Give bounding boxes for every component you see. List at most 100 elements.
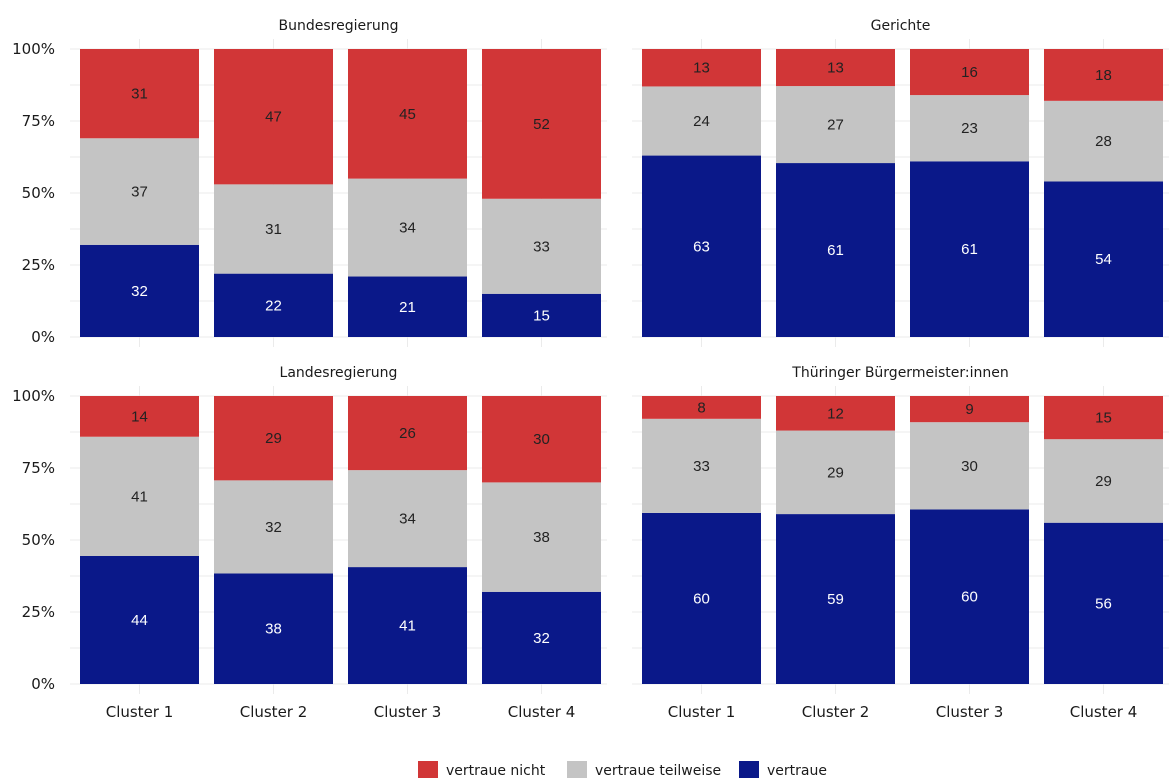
bar-bundesregierung-cluster-2-vertraue-nicht [214,49,333,185]
data-label-vertraue-nicht: 45 [399,106,416,123]
data-label-vertraue: 41 [399,618,416,635]
y-tick-label: 100% [12,387,55,405]
x-tick-label: Cluster 2 [240,703,308,721]
bar-landesregierung-cluster-3-vertraue [348,567,467,684]
facet-title: Landesregierung [280,365,398,381]
data-label-vertraue-nicht: 31 [131,86,148,103]
y-tick-label: 25% [22,256,55,274]
legend-label-vertraue-teilweise: vertraue teilweise [595,763,721,778]
bar-landesregierung-cluster-1-vertraue-nicht [80,396,199,437]
bar-thuringer-burgermeister-innen-cluster-3-vertraue-nicht [910,396,1029,423]
bar-gerichte-cluster-3-vertraue-teilweise [910,95,1029,162]
data-label-vertraue-teilweise: 29 [827,464,844,481]
facet-thuringer-burgermeister-innen: Thüringer Bürgermeister:innen 60 33 8 Cluste… [632,365,1169,721]
data-label-vertraue: 15 [533,307,550,324]
facet-bundesregierung: Bundesregierung 0% 25% 50% 75% 100% 32 37 31 22 31… [12,18,607,347]
bar-gerichte-cluster-2-vertraue-nicht [776,49,895,87]
bar-landesregierung-cluster-2-vertraue-nicht [214,396,333,481]
x-tick-label: Cluster 1 [106,703,174,721]
data-label-vertraue-teilweise: 24 [693,113,710,130]
bar-landesregierung-cluster-3-vertraue-nicht [348,396,467,471]
y-tick-label: 0% [31,328,55,346]
data-label-vertraue: 32 [533,630,550,647]
data-label-vertraue-nicht: 9 [965,401,973,418]
data-label-vertraue: 61 [961,241,978,258]
bar-gerichte-cluster-2-vertraue-teilweise [776,86,895,164]
data-label-vertraue-nicht: 13 [693,60,710,77]
legend-swatch-vertraue [739,761,759,778]
bar-gerichte-cluster-4-vertraue-teilweise [1044,100,1163,182]
data-label-vertraue: 63 [693,238,710,255]
bar-bundesregierung-cluster-2-vertraue-teilweise [214,184,333,274]
data-label-vertraue: 60 [693,590,710,607]
bar-bundesregierung-cluster-4-vertraue-teilweise [482,198,601,294]
data-label-vertraue-nicht: 14 [131,408,148,425]
data-label-vertraue-nicht: 13 [827,60,844,77]
bar-gerichte-cluster-4-vertraue [1044,181,1163,337]
data-label-vertraue-nicht: 52 [533,116,550,133]
bar-gerichte-cluster-1-vertraue [642,155,761,337]
bar-bundesregierung-cluster-1-vertraue [80,244,199,337]
data-label-vertraue-teilweise: 23 [961,120,978,137]
data-label-vertraue: 22 [265,297,282,314]
data-label-vertraue-teilweise: 29 [1095,473,1112,490]
bar-landesregierung-cluster-1-vertraue [80,556,199,684]
data-label-vertraue-nicht: 15 [1095,410,1112,427]
data-label-vertraue: 21 [399,299,416,316]
facet-title: Thüringer Bürgermeister:innen [791,365,1008,381]
bar-bundesregierung-cluster-1-vertraue-nicht [80,49,199,139]
facet-landesregierung: Landesregierung 0% 25% 50% 75% 100% 44 41 14 Clus… [12,365,607,721]
x-tick-label: Cluster 2 [802,703,870,721]
bar-thuringer-burgermeister-innen-cluster-1-vertraue-nicht [642,396,761,419]
bar-bundesregierung-cluster-3-vertraue-nicht [348,49,467,179]
data-label-vertraue-teilweise: 32 [265,519,282,536]
x-tick-label: Cluster 4 [1070,703,1138,721]
data-label-vertraue-nicht: 18 [1095,67,1112,84]
bar-landesregierung-cluster-2-vertraue-teilweise [214,480,333,574]
x-tick-label: Cluster 3 [374,703,442,721]
data-label-vertraue-teilweise: 34 [399,220,416,237]
y-tick-label: 50% [22,531,55,549]
bar-gerichte-cluster-3-vertraue [910,161,1029,337]
bar-landesregierung-cluster-1-vertraue-teilweise [80,436,199,556]
bar-gerichte-cluster-3-vertraue-nicht [910,49,1029,96]
bar-bundesregierung-cluster-2-vertraue [214,273,333,337]
data-label-vertraue-nicht: 16 [961,64,978,81]
data-label-vertraue: 56 [1095,595,1112,612]
data-label-vertraue: 44 [131,612,148,629]
data-label-vertraue-nicht: 30 [533,431,550,448]
bar-landesregierung-cluster-4-vertraue-nicht [482,396,601,483]
data-label-vertraue-nicht: 12 [827,405,844,422]
bar-gerichte-cluster-1-vertraue-nicht [642,49,761,87]
facet-title: Gerichte [871,18,931,34]
bar-landesregierung-cluster-3-vertraue-teilweise [348,470,467,568]
y-tick-label: 25% [22,603,55,621]
y-tick-label: 100% [12,40,55,58]
bar-bundesregierung-cluster-4-vertraue-nicht [482,49,601,199]
legend-swatch-vertraue-teilweise [567,761,587,778]
data-label-vertraue: 59 [827,591,844,608]
legend-swatch-vertraue-nicht [418,761,438,778]
bar-bundesregierung-cluster-3-vertraue-teilweise [348,178,467,277]
bar-gerichte-cluster-1-vertraue-teilweise [642,86,761,156]
legend-label-vertraue: vertraue [767,763,827,778]
bar-bundesregierung-cluster-3-vertraue [348,276,467,337]
data-label-vertraue-teilweise: 33 [693,458,710,475]
data-label-vertraue: 54 [1095,251,1112,268]
data-label-vertraue-nicht: 8 [697,399,705,416]
data-label-vertraue-teilweise: 38 [533,529,550,546]
y-tick-label: 75% [22,459,55,477]
bar-landesregierung-cluster-4-vertraue [482,591,601,684]
data-label-vertraue-teilweise: 37 [131,184,148,201]
data-label-vertraue-nicht: 47 [265,109,282,126]
bar-gerichte-cluster-4-vertraue-nicht [1044,49,1163,101]
data-label-vertraue-nicht: 29 [265,430,282,447]
data-label-vertraue-teilweise: 33 [533,238,550,255]
data-label-vertraue: 32 [131,283,148,300]
x-tick-label: Cluster 1 [668,703,736,721]
data-label-vertraue-teilweise: 27 [827,117,844,134]
data-label-vertraue-teilweise: 28 [1095,133,1112,150]
data-label-vertraue-teilweise: 41 [131,488,148,505]
y-tick-label: 0% [31,675,55,693]
